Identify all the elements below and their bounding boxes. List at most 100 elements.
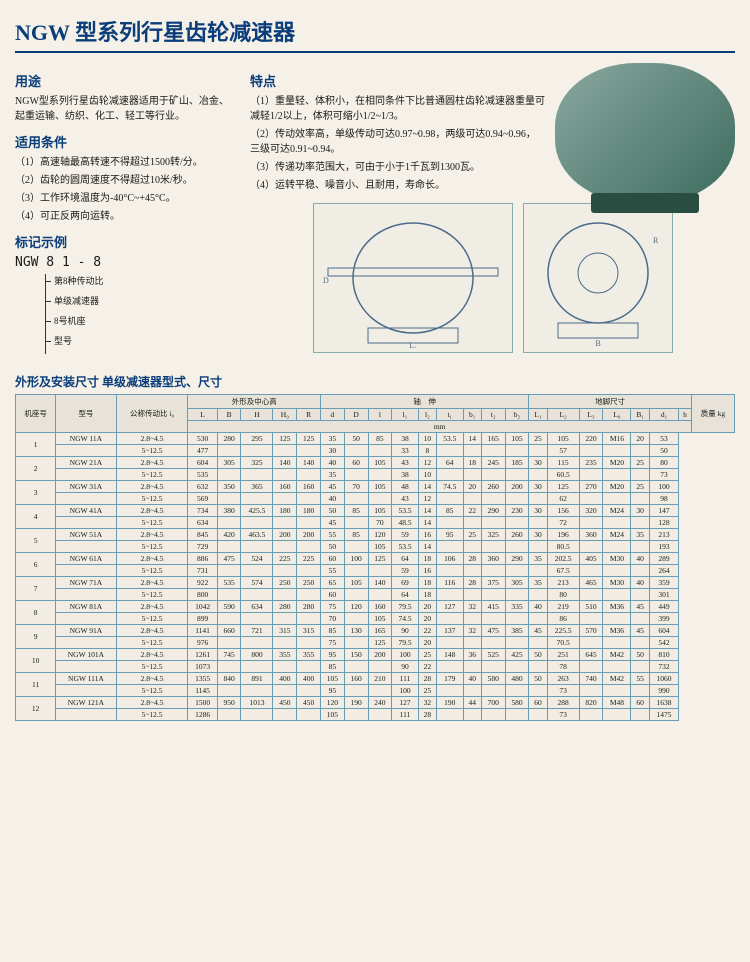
cell: 355	[297, 649, 321, 661]
left-column: 用途 NGW型系列行星齿轮减速器适用于矿山、冶金、起重运输、纺织、化工、轻工等行…	[15, 63, 235, 363]
cell	[631, 565, 649, 577]
cell: 202.5	[547, 553, 579, 565]
cell: NGW 81A	[56, 601, 116, 613]
cell: 70	[344, 481, 368, 493]
cell: 125	[368, 637, 392, 649]
cell: NGW 41A	[56, 505, 116, 517]
cell: 886	[188, 553, 217, 565]
cell	[437, 709, 464, 721]
cell	[631, 661, 649, 673]
dimensions-table: 机座号 型号 公称传动比 i₀ 外形及中心高 轴 伸 地脚尺寸 质量 kg LB…	[15, 394, 735, 721]
cell	[505, 517, 529, 529]
cell: NGW 121A	[56, 697, 116, 709]
cell: 535	[217, 577, 241, 589]
cell	[579, 637, 603, 649]
th-col: h	[679, 409, 692, 421]
cell	[437, 565, 464, 577]
cell: 400	[273, 673, 297, 685]
cell: 105	[320, 673, 344, 685]
marking-label: 单级减速器	[46, 294, 99, 307]
th-mass: 质量 kg	[691, 395, 734, 433]
cell	[603, 445, 631, 457]
cell	[56, 637, 116, 649]
cell: 1261	[188, 649, 217, 661]
cell	[463, 493, 481, 505]
cell-seat: 12	[16, 697, 56, 721]
cell	[344, 709, 368, 721]
cell: 160	[344, 673, 368, 685]
cell	[481, 685, 505, 697]
cell: 2.8~4.5	[116, 601, 188, 613]
cell: 45	[631, 601, 649, 613]
cell	[368, 709, 392, 721]
cell	[437, 661, 464, 673]
th-col: R	[297, 409, 321, 421]
cell: 30	[529, 481, 547, 493]
cell: 990	[649, 685, 678, 697]
cell	[368, 589, 392, 601]
cell: 105	[344, 577, 368, 589]
cell: 156	[547, 505, 579, 517]
cell: 580	[481, 673, 505, 685]
cell: 79.5	[392, 637, 419, 649]
cell	[603, 637, 631, 649]
th-ratio: 公称传动比 i₀	[116, 395, 188, 433]
cell: 542	[649, 637, 678, 649]
cell	[368, 565, 392, 577]
table-row: 11NGW 111A2.8~4.513558408914004001051602…	[16, 673, 735, 685]
th-col: l₁	[392, 409, 419, 421]
cell: 213	[547, 577, 579, 589]
cell: M30	[603, 577, 631, 589]
cell: 280	[297, 601, 321, 613]
th-foot: 地脚尺寸	[529, 395, 692, 409]
cell	[463, 445, 481, 457]
th-col: t₁	[437, 409, 464, 421]
cell: 75	[320, 637, 344, 649]
condition-item: （1）高速轴最高转速不得超过1500转/分。	[15, 155, 235, 170]
cell: 25	[418, 649, 436, 661]
cell	[437, 445, 464, 457]
cell: 95	[320, 685, 344, 697]
cell: 449	[649, 601, 678, 613]
side-view-diagram: L₁ D	[313, 203, 513, 353]
cell: 700	[481, 697, 505, 709]
cell	[217, 637, 241, 649]
cell: 53.5	[392, 505, 419, 517]
right-column: 特点 （1）重量轻、体积小，在相同条件下比普通圆柱齿轮减速器重量可减轻1/2以上…	[250, 63, 735, 363]
cell: 98	[649, 493, 678, 505]
marking-code: NGW 8 1 - 8	[15, 255, 235, 270]
cell	[463, 613, 481, 625]
cell: 2.8~4.5	[116, 673, 188, 685]
cell	[368, 445, 392, 457]
th-unit: mm	[188, 421, 691, 433]
cell: 590	[217, 601, 241, 613]
cell	[463, 661, 481, 673]
cell	[481, 493, 505, 505]
cell: 289	[649, 553, 678, 565]
cell	[297, 661, 321, 673]
cell: 200	[368, 649, 392, 661]
cell	[505, 613, 529, 625]
th-col: L	[188, 409, 217, 421]
cell: 35	[320, 469, 344, 481]
cell: 44	[463, 697, 481, 709]
cell	[241, 493, 273, 505]
cell	[368, 469, 392, 481]
th-model: 型号	[56, 395, 116, 433]
th-shaft: 轴 伸	[320, 395, 528, 409]
table-row: 7NGW 71A2.8~4.59225355742502506510514069…	[16, 577, 735, 589]
cell	[463, 541, 481, 553]
cell: 22	[418, 661, 436, 673]
cell	[273, 637, 297, 649]
cell: 1013	[241, 697, 273, 709]
cell: 45	[529, 625, 547, 637]
cell	[56, 589, 116, 601]
cell: 225	[297, 553, 321, 565]
cell: 100	[392, 649, 419, 661]
cell: 32	[463, 601, 481, 613]
cell	[368, 661, 392, 673]
cell: 196	[547, 529, 579, 541]
cell: 524	[241, 553, 273, 565]
cell	[481, 517, 505, 529]
cell-seat: 10	[16, 649, 56, 673]
